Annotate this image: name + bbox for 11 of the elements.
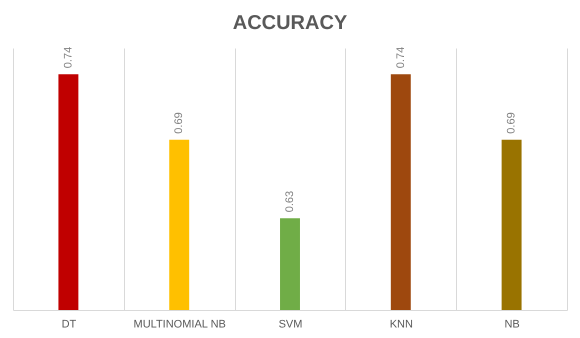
- x-tick-label: NB: [504, 318, 520, 330]
- data-label: 0.63: [284, 190, 296, 212]
- x-tick-label: KNN: [390, 318, 413, 330]
- data-label: 0.74: [62, 46, 74, 68]
- x-tick-label: MULTINOMIAL NB: [134, 318, 226, 330]
- x-tick-label: DT: [62, 318, 77, 330]
- chart-title: ACCURACY: [232, 12, 348, 34]
- data-label: 0.69: [173, 112, 186, 134]
- data-label: 0.74: [394, 46, 407, 68]
- x-tick-label: SVM: [278, 318, 302, 330]
- data-label: 0.69: [506, 112, 518, 134]
